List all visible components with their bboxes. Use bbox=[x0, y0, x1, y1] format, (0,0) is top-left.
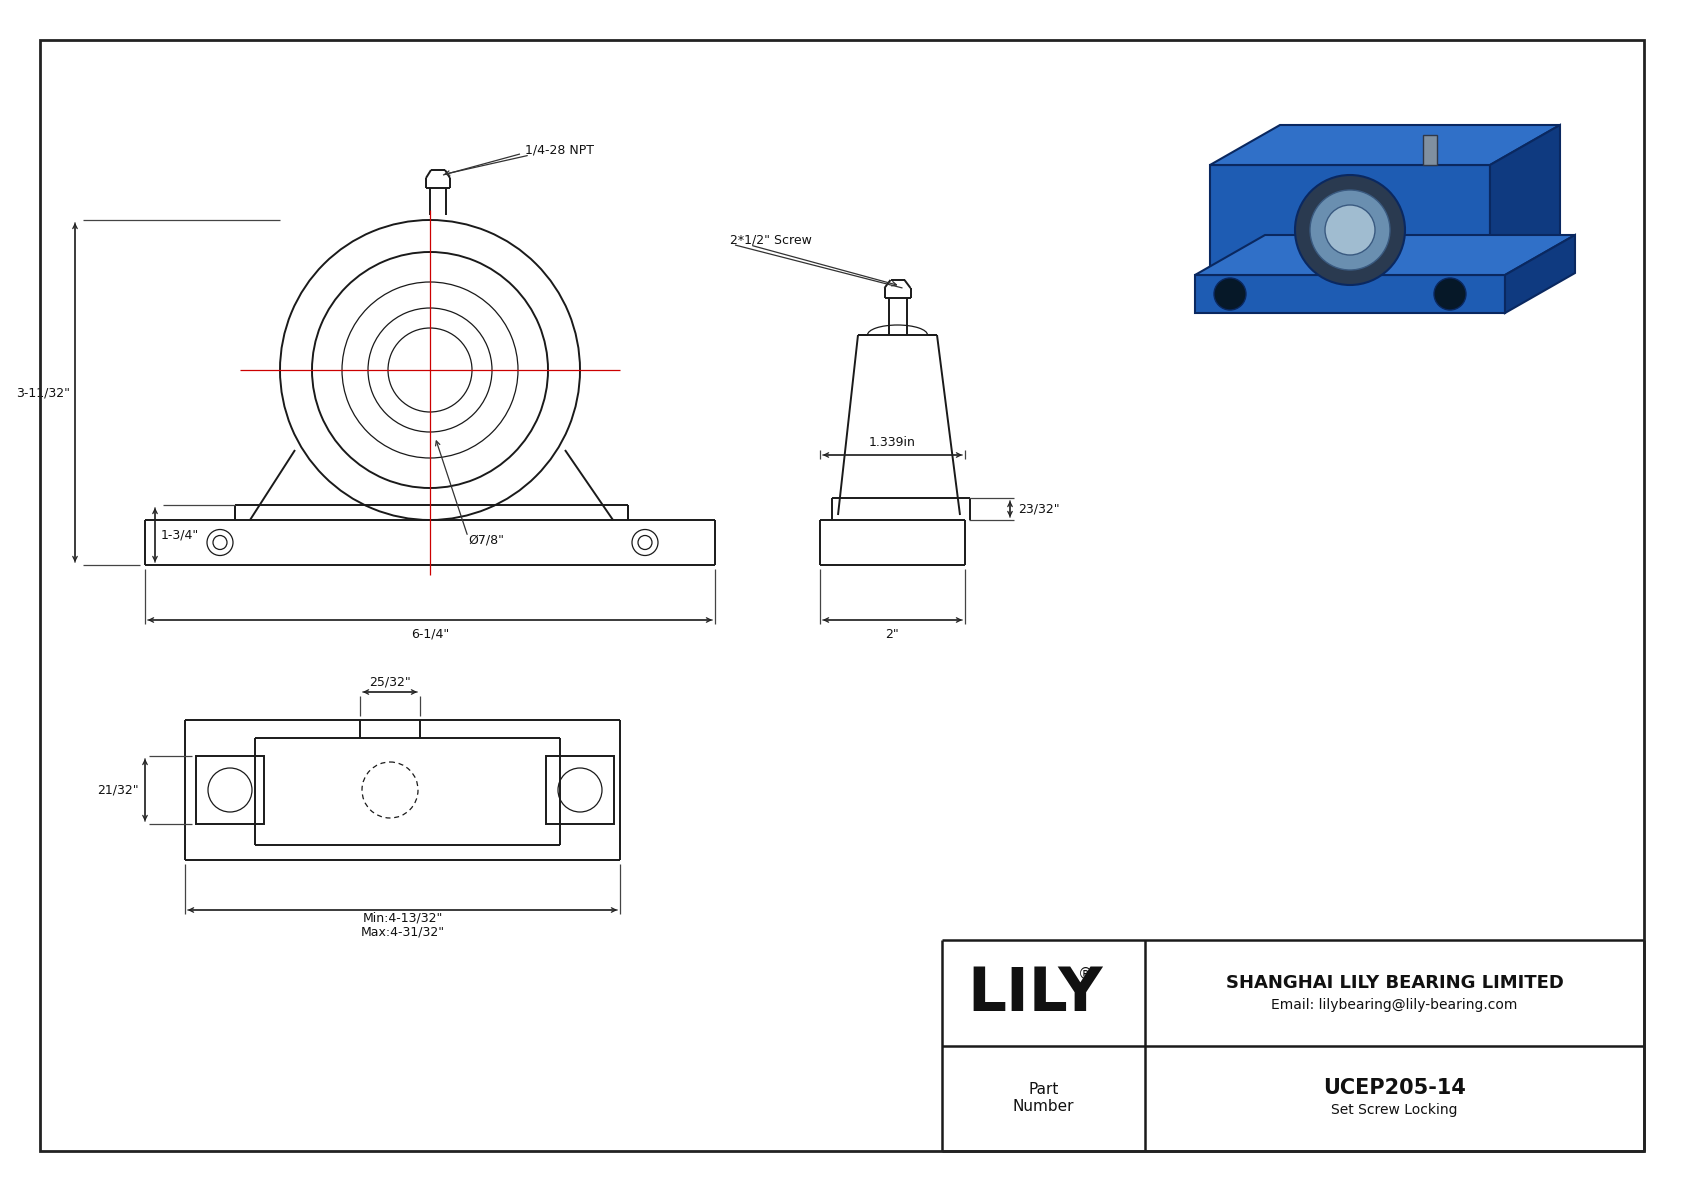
Text: Min:4-13/32": Min:4-13/32" bbox=[362, 911, 443, 924]
Text: LILY: LILY bbox=[968, 965, 1103, 1024]
Text: Set Screw Locking: Set Screw Locking bbox=[1332, 1103, 1458, 1117]
Text: Ø7/8": Ø7/8" bbox=[468, 534, 504, 547]
Text: Part
Number: Part Number bbox=[1012, 1083, 1074, 1115]
Bar bbox=[1423, 135, 1436, 166]
Circle shape bbox=[1310, 191, 1389, 270]
Bar bbox=[195, 756, 264, 824]
Circle shape bbox=[1214, 278, 1246, 310]
Text: ®: ® bbox=[1078, 967, 1093, 983]
Text: Max:4-31/32": Max:4-31/32" bbox=[360, 925, 445, 939]
Text: 1-3/4": 1-3/4" bbox=[162, 529, 199, 542]
Bar bbox=[546, 756, 615, 824]
Text: 3-11/32": 3-11/32" bbox=[17, 386, 71, 399]
Text: 2": 2" bbox=[886, 628, 899, 641]
Text: 2*1/2" Screw: 2*1/2" Screw bbox=[729, 233, 812, 247]
Text: 1.339in: 1.339in bbox=[869, 436, 916, 449]
Polygon shape bbox=[1196, 235, 1575, 275]
Polygon shape bbox=[1490, 125, 1559, 275]
Text: SHANGHAI LILY BEARING LIMITED: SHANGHAI LILY BEARING LIMITED bbox=[1226, 974, 1563, 992]
Text: 1/4-28 NPT: 1/4-28 NPT bbox=[525, 143, 594, 156]
Circle shape bbox=[1325, 205, 1376, 255]
Text: UCEP205-14: UCEP205-14 bbox=[1324, 1078, 1467, 1098]
Circle shape bbox=[1435, 278, 1467, 310]
Text: 6-1/4": 6-1/4" bbox=[411, 628, 450, 641]
Text: 23/32": 23/32" bbox=[1019, 503, 1059, 516]
Text: 21/32": 21/32" bbox=[98, 784, 140, 797]
Polygon shape bbox=[1211, 166, 1490, 275]
Polygon shape bbox=[1505, 235, 1575, 313]
Polygon shape bbox=[1211, 125, 1559, 166]
Text: 25/32": 25/32" bbox=[369, 675, 411, 688]
Circle shape bbox=[1295, 175, 1404, 285]
Text: Email: lilybearing@lily-bearing.com: Email: lilybearing@lily-bearing.com bbox=[1271, 998, 1517, 1011]
Polygon shape bbox=[1196, 275, 1505, 313]
